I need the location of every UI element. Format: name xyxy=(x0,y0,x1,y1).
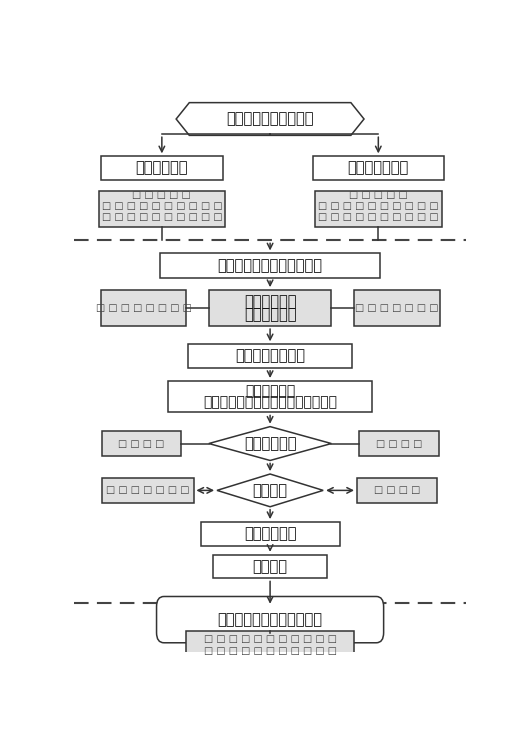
FancyBboxPatch shape xyxy=(102,431,181,456)
Text: □ □ □ □: □ □ □ □ xyxy=(376,438,422,449)
FancyBboxPatch shape xyxy=(354,290,440,326)
Text: □ □ □ □ □: □ □ □ □ □ xyxy=(349,190,408,200)
FancyBboxPatch shape xyxy=(357,478,436,503)
Text: 有限空间作业事故安全施救: 有限空间作业事故安全施救 xyxy=(218,258,323,273)
Text: 判断事故类型、持续通风、气体检测: 判断事故类型、持续通风、气体检测 xyxy=(203,396,337,410)
Text: 设置事故警戒区域: 设置事故警戒区域 xyxy=(235,349,305,364)
Text: □ □ □ □: □ □ □ □ xyxy=(118,438,164,449)
Text: □ □ □ □ □ □ □ □ □ □ □: □ □ □ □ □ □ □ □ □ □ □ xyxy=(203,646,337,656)
Text: 事故信息报送: 事故信息报送 xyxy=(244,295,296,309)
Text: □ □ □ □ □ □ □ □: □ □ □ □ □ □ □ □ xyxy=(95,303,191,313)
FancyBboxPatch shape xyxy=(157,597,384,643)
FancyBboxPatch shape xyxy=(313,156,444,180)
Polygon shape xyxy=(217,474,323,507)
Text: 救援行动要素: 救援行动要素 xyxy=(245,384,295,398)
Text: □ □ □ □ □ □ □ □ □ □: □ □ □ □ □ □ □ □ □ □ xyxy=(318,201,438,211)
FancyBboxPatch shape xyxy=(315,191,442,226)
FancyBboxPatch shape xyxy=(160,254,380,278)
Text: 作业前应急准备: 作业前应急准备 xyxy=(348,161,409,176)
Polygon shape xyxy=(209,427,331,460)
FancyBboxPatch shape xyxy=(168,381,372,413)
FancyBboxPatch shape xyxy=(201,522,339,545)
Text: □ □ □ □ □ □ □: □ □ □ □ □ □ □ xyxy=(355,303,438,313)
FancyBboxPatch shape xyxy=(101,156,223,180)
FancyBboxPatch shape xyxy=(359,431,438,456)
FancyBboxPatch shape xyxy=(187,631,354,659)
FancyBboxPatch shape xyxy=(189,345,352,368)
Text: □ □ □ □ □ □ □ □ □ □: □ □ □ □ □ □ □ □ □ □ xyxy=(102,212,222,221)
Text: □ □ □ □ □: □ □ □ □ □ xyxy=(132,190,191,200)
Text: 保持通讯联络: 保持通讯联络 xyxy=(244,526,296,542)
Text: □ □ □ □ □ □ □ □ □ □: □ □ □ □ □ □ □ □ □ □ xyxy=(318,212,438,221)
FancyBboxPatch shape xyxy=(99,191,225,226)
Text: □ □ □ □: □ □ □ □ xyxy=(374,485,420,496)
FancyBboxPatch shape xyxy=(209,290,331,326)
FancyBboxPatch shape xyxy=(102,478,193,503)
Text: 有限空间作业应急准备: 有限空间作业应急准备 xyxy=(226,111,314,127)
Text: □ □ □ □ □ □ □ □ □ □: □ □ □ □ □ □ □ □ □ □ xyxy=(102,201,222,211)
Text: 日常应急准备: 日常应急准备 xyxy=(135,161,188,176)
Text: □ □ □ □ □ □ □ □ □ □ □: □ □ □ □ □ □ □ □ □ □ □ xyxy=(203,634,337,644)
Text: 有限空间作业事故后续处置: 有限空间作业事故后续处置 xyxy=(218,612,323,627)
Text: 启动应急响应: 启动应急响应 xyxy=(244,307,296,322)
Text: 医疗救护: 医疗救护 xyxy=(252,559,288,574)
Text: 进入救援: 进入救援 xyxy=(252,483,288,498)
Text: 确定救援方式: 确定救援方式 xyxy=(244,436,296,451)
FancyBboxPatch shape xyxy=(101,290,187,326)
Text: □ □ □ □ □ □ □: □ □ □ □ □ □ □ xyxy=(106,485,189,496)
Polygon shape xyxy=(176,103,364,136)
FancyBboxPatch shape xyxy=(213,555,327,578)
